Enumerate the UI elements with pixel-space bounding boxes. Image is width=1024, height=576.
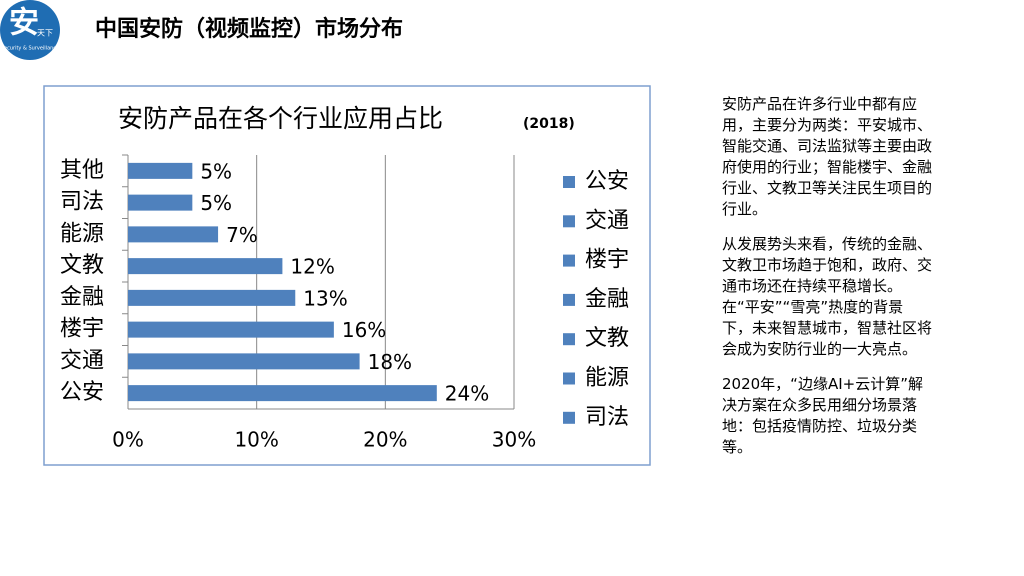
y-tick-label: 公安	[60, 380, 104, 405]
note-paragraph: 从发展势头来看，传统的金融、文教卫市场趋于饱和，政府、交通市场还在持续平稳增长。…	[722, 235, 933, 358]
value-label: 18%	[368, 350, 412, 374]
bar	[128, 321, 334, 338]
slide-title: 中国安防（视频监控）市场分布	[95, 16, 403, 42]
bar	[128, 353, 360, 370]
note-paragraph: 2020年，“边缘AI+云计算”解决方案在众多民用细分场景落地：包括疫情防控、垃…	[722, 375, 923, 456]
legend-swatch	[563, 254, 575, 267]
y-tick-label: 文教	[60, 253, 104, 278]
legend-swatch	[563, 293, 575, 306]
y-tick-label: 能源	[60, 221, 104, 246]
chart-title: 安防产品在各个行业应用占比	[118, 104, 443, 133]
value-label: 5%	[200, 159, 232, 183]
y-tick-label: 楼宇	[60, 317, 104, 342]
value-label: 16%	[342, 318, 386, 342]
legend-label: 公安	[585, 169, 629, 194]
x-tick-label: 0%	[112, 428, 144, 452]
value-label: 24%	[445, 382, 489, 406]
legend-label: 能源	[585, 366, 629, 391]
bar	[128, 258, 283, 275]
logo-tag: 天下	[37, 29, 53, 38]
value-label: 5%	[200, 191, 232, 215]
value-label: 13%	[303, 286, 347, 310]
legend-swatch	[563, 176, 575, 188]
bar	[128, 162, 193, 179]
y-tick-label: 交通	[60, 348, 104, 373]
logo-char: 安	[9, 6, 39, 41]
value-label: 7%	[226, 223, 258, 247]
legend-swatch	[563, 372, 575, 385]
x-tick-label: 30%	[492, 428, 536, 452]
x-tick-label: 20%	[363, 428, 407, 452]
logo-subtitle: Security & Surveillance	[1, 46, 59, 52]
legend-label: 金融	[585, 287, 629, 312]
legend-label: 楼宇	[585, 248, 629, 273]
legend-swatch	[563, 215, 575, 228]
bar	[128, 289, 296, 306]
bar	[128, 226, 219, 243]
legend-label: 交通	[585, 208, 629, 233]
bar	[128, 194, 193, 211]
legend-swatch	[563, 411, 575, 424]
bar	[128, 385, 437, 402]
value-label: 12%	[290, 255, 334, 279]
legend-label: 文教	[585, 326, 629, 351]
notes: 安防产品在许多行业中都有应用，主要分为两类：平安城市、智能交通、司法监狱等主要由…	[722, 94, 932, 472]
chart-subtitle: (2018)	[523, 116, 575, 132]
y-tick-label: 其他	[60, 158, 104, 183]
legend-label: 司法	[585, 405, 629, 430]
y-tick-label: 金融	[60, 285, 104, 310]
x-tick-label: 10%	[234, 428, 278, 452]
chart-frame	[43, 85, 651, 466]
y-tick-label: 司法	[60, 190, 104, 215]
note-paragraph: 安防产品在许多行业中都有应用，主要分为两类：平安城市、智能交通、司法监狱等主要由…	[722, 95, 933, 218]
logo-circle	[0, 0, 60, 60]
legend-swatch	[563, 333, 575, 346]
